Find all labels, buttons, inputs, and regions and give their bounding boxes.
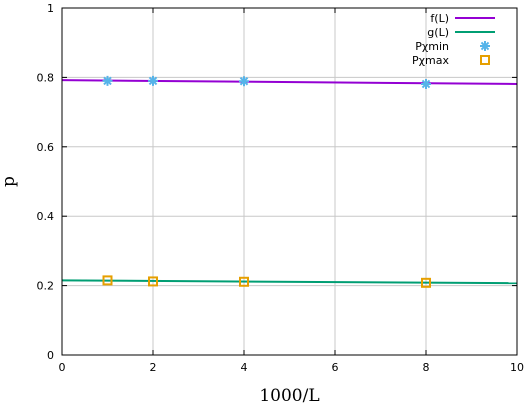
data-point-p-max <box>102 275 113 286</box>
x-tick-label: 6 <box>332 361 339 374</box>
square-marker-box <box>480 55 490 65</box>
x-tick-label: 8 <box>423 361 430 374</box>
y-tick-label: 1 <box>47 2 54 15</box>
square-marker-box <box>102 275 113 286</box>
data-point-p-min <box>421 78 431 89</box>
square-marker-box <box>148 276 158 287</box>
series-line-g-l <box>61 279 518 285</box>
ticks: 0 2 4 6 8 10 0 0.2 0.4 0.6 0.8 1 <box>37 2 525 374</box>
y-tick-label: 0.8 <box>37 71 55 84</box>
legend-item: Pχmax <box>412 54 490 67</box>
x-axis-label: 1000/L <box>259 386 319 406</box>
y-axis-label: p <box>0 176 19 187</box>
data-point-p-min <box>239 76 249 87</box>
series-line-f-l <box>61 79 518 85</box>
square-marker-box <box>421 277 431 288</box>
square-marker-box <box>239 276 249 287</box>
star-stroke <box>239 76 249 86</box>
legend-item: g(L) <box>427 26 495 39</box>
x-tick-label: 10 <box>510 361 524 374</box>
y-tick-label: 0.2 <box>37 280 55 293</box>
plot-frame <box>61 7 518 356</box>
data-point-p-max <box>148 276 158 287</box>
data-point-p-max <box>421 277 431 288</box>
star-stroke <box>480 41 490 51</box>
y-tick-label: 0.6 <box>37 141 55 154</box>
star-stroke <box>421 79 431 89</box>
x-tick-label: 2 <box>150 361 157 374</box>
star-stroke <box>103 76 112 86</box>
data-point-p-max <box>239 276 249 287</box>
legend-item: Pχmin <box>415 40 490 53</box>
legend-label: g(L) <box>427 26 449 39</box>
legend-label: Pχmin <box>415 40 449 53</box>
star-stroke <box>148 76 158 86</box>
legend-item: f(L) <box>430 12 495 25</box>
legend-label: f(L) <box>430 12 449 25</box>
legend-label: Pχmax <box>412 54 449 67</box>
x-tick-label: 0 <box>59 361 66 374</box>
y-tick-label: 0.4 <box>37 210 55 223</box>
data-point-p-min <box>148 75 158 86</box>
data-point-p-min <box>102 75 113 86</box>
grid-lines <box>62 8 517 355</box>
x-tick-label: 4 <box>241 361 248 374</box>
series-layer <box>61 75 518 288</box>
y-tick-label: 0 <box>47 349 54 362</box>
